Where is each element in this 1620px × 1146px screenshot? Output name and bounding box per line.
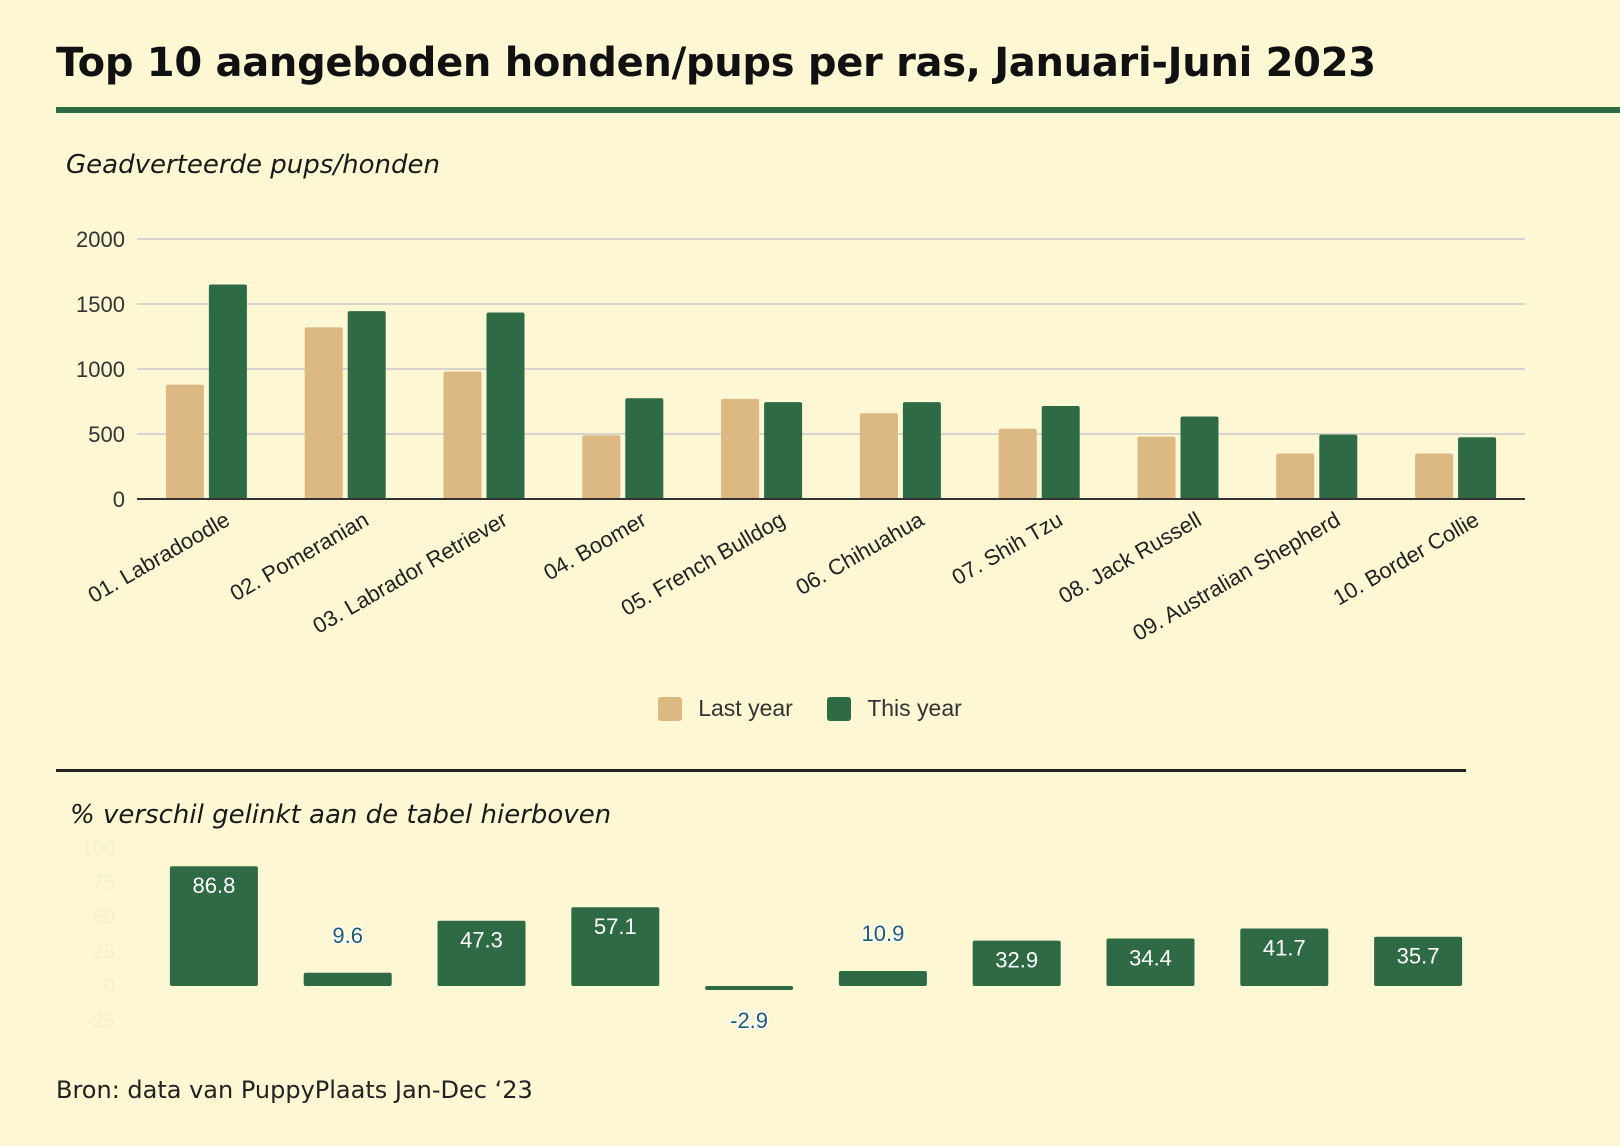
bar-this-year	[764, 402, 803, 499]
y-tick-label: 1000	[76, 357, 125, 382]
y-tick-label: 0	[113, 487, 125, 512]
bar-last-year	[998, 428, 1037, 499]
source-note: Bron: data van PuppyPlaats Jan-Dec ‘23	[56, 1076, 533, 1104]
legend-label-last-year: Last year	[698, 695, 793, 721]
percent-change-bar-chart: -25 0 25 50 75 100 86.8 9.6 47.3 57.1 -2.9 10.9 32.9…	[82, 838, 1463, 1035]
y-tick-label: 0	[104, 976, 115, 998]
data-label: 9.6	[332, 923, 363, 948]
bar-this-year	[1041, 406, 1080, 499]
bar-last-year	[859, 413, 898, 499]
bar-last-year	[1415, 453, 1454, 499]
y-tick-label: 100	[82, 838, 115, 860]
percent-bar	[303, 972, 392, 986]
legend-item-this-year: This year	[827, 695, 962, 722]
percent-bar	[169, 866, 258, 986]
bar-this-year	[486, 312, 525, 499]
bar-last-year	[582, 435, 621, 499]
bar-last-year	[443, 371, 482, 499]
section-divider	[56, 769, 1466, 772]
x-tick-label: 07. Shih Tzu	[948, 507, 1067, 590]
percent-bar	[1106, 938, 1195, 986]
legend-item-last-year: Last year	[658, 695, 793, 722]
bar-this-year	[902, 402, 941, 499]
bar-last-year	[721, 398, 760, 499]
bar-last-year	[1137, 436, 1176, 499]
data-label: 34.4	[1129, 946, 1172, 971]
bar-this-year	[1319, 434, 1358, 499]
x-tick-label: 02. Pomeranian	[226, 507, 373, 606]
legend-swatch-last-year	[658, 696, 683, 721]
y-tick-label: 75	[93, 873, 115, 895]
top-chart-title: Geadverteerde pups/honden	[66, 150, 440, 180]
data-label: 47.3	[460, 928, 503, 953]
percent-bar	[1240, 928, 1329, 986]
x-tick-label: 04. Boomer	[539, 507, 650, 586]
page-title: Top 10 aangeboden honden/pups per ras, J…	[56, 40, 1376, 86]
bar-this-year	[347, 311, 386, 499]
x-tick-label: 06. Chihuahua	[791, 506, 928, 600]
y-tick-label: 50	[93, 907, 115, 929]
bar-last-year	[1276, 453, 1315, 499]
bar-last-year	[165, 384, 204, 499]
percent-bar	[838, 970, 927, 986]
percent-bar	[705, 986, 794, 991]
data-label: 35.7	[1397, 944, 1440, 969]
y-tick-label: -25	[86, 1011, 115, 1033]
title-divider	[56, 107, 1620, 113]
data-label: 10.9	[861, 921, 904, 946]
data-label: -2.9	[730, 1008, 768, 1033]
percent-bar	[571, 907, 660, 986]
y-tick-label: 1500	[76, 292, 125, 317]
percent-bar	[437, 920, 526, 986]
bar-this-year	[208, 284, 247, 499]
chart-legend: Last year This year	[0, 695, 1620, 727]
bottom-chart-title: % verschil gelinkt aan de tabel hierbove…	[70, 800, 612, 830]
data-label: 57.1	[594, 914, 637, 939]
bar-last-year	[304, 327, 343, 499]
y-tick-label: 2000	[76, 227, 125, 252]
x-tick-label: 10. Border Collie	[1329, 507, 1483, 611]
percent-bar	[1374, 936, 1463, 986]
data-label: 86.8	[192, 873, 235, 898]
legend-label-this-year: This year	[867, 695, 962, 721]
percent-bar	[972, 940, 1061, 986]
y-tick-label: 500	[88, 422, 125, 447]
bar-this-year	[1458, 437, 1497, 499]
legend-swatch-this-year	[827, 696, 852, 721]
y-tick-label: 25	[93, 942, 115, 964]
data-label: 32.9	[995, 948, 1038, 973]
bar-this-year	[1180, 416, 1219, 499]
bar-this-year	[625, 398, 664, 499]
x-tick-label: 01. Labradoodle	[84, 507, 234, 608]
data-label: 41.7	[1263, 935, 1306, 960]
